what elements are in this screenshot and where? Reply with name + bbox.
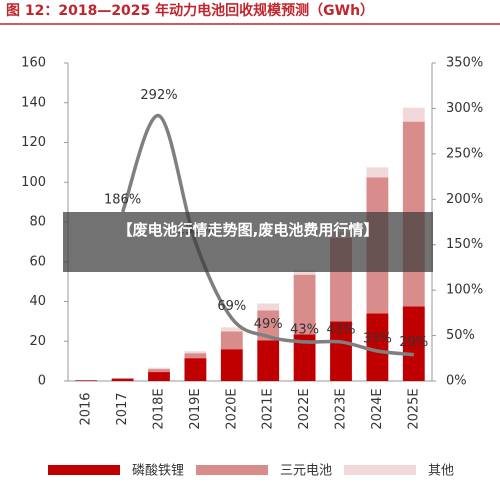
bar xyxy=(293,274,316,335)
data-label: 29% xyxy=(399,335,428,350)
legend-label: 其他 xyxy=(428,464,454,479)
x-tick-label: 2016 xyxy=(79,392,94,425)
y2-tick-label: 350% xyxy=(446,56,483,71)
legend-label: 三元电池 xyxy=(280,464,332,479)
bar xyxy=(184,351,207,354)
y-tick-label: 100 xyxy=(21,175,46,190)
data-label: 186% xyxy=(104,193,141,208)
x-tick-label: 2025E xyxy=(406,388,421,429)
x-tick-label: 2019E xyxy=(188,388,203,429)
bar xyxy=(220,331,243,350)
y2-tick-label: 150% xyxy=(446,237,483,252)
x-tick-label: 2024E xyxy=(370,388,385,429)
bar xyxy=(293,269,316,275)
data-label: 69% xyxy=(217,299,246,314)
data-label: 43% xyxy=(327,322,356,337)
bar xyxy=(330,321,352,381)
y2-tick-label: 0% xyxy=(446,374,467,389)
y-tick-label: 20 xyxy=(29,334,46,349)
legend-swatch xyxy=(344,465,416,475)
y-tick-label: 160 xyxy=(21,56,46,71)
y2-tick-label: 50% xyxy=(446,328,475,343)
x-tick-label: 2018E xyxy=(152,388,167,429)
x-tick-label: 2023E xyxy=(334,388,349,429)
bar xyxy=(402,107,425,122)
y2-tick-label: 250% xyxy=(446,146,483,161)
bar xyxy=(148,369,170,373)
bar xyxy=(293,334,316,381)
y-tick-label: 60 xyxy=(29,254,46,269)
bar xyxy=(257,340,280,381)
y-tick-label: 80 xyxy=(29,215,46,230)
bar xyxy=(111,378,134,380)
x-tick-label: 2022E xyxy=(297,388,312,429)
bar xyxy=(111,379,134,381)
x-tick-label: 2020E xyxy=(224,388,239,429)
data-label: 49% xyxy=(254,317,283,332)
bar xyxy=(220,327,243,332)
bar xyxy=(402,306,425,381)
data-label: 43% xyxy=(290,322,319,337)
chart-title: 图 12：2018—2025 年动力电池回收规模预测（GWh） xyxy=(6,2,374,19)
bar xyxy=(366,313,389,381)
legend-label: 磷酸铁锂 xyxy=(132,464,184,479)
line xyxy=(120,113,414,357)
overlay-caption: 【废电池行情走势图,废电池费用行情】 xyxy=(63,212,433,272)
bar xyxy=(257,303,280,311)
y-tick-label: 0 xyxy=(38,374,46,389)
bar xyxy=(75,380,98,381)
bar xyxy=(184,353,207,359)
legend-swatch xyxy=(196,465,268,475)
bar xyxy=(184,358,207,381)
y-tick-label: 120 xyxy=(21,135,46,150)
y-tick-label: 40 xyxy=(29,294,46,309)
bar xyxy=(148,372,170,381)
bar xyxy=(257,310,280,341)
y2-tick-label: 100% xyxy=(446,283,483,298)
bar xyxy=(366,167,389,178)
y-tick-label: 140 xyxy=(21,95,46,110)
y2-tick-label: 300% xyxy=(446,101,483,116)
bar xyxy=(220,349,243,381)
y2-tick-label: 200% xyxy=(446,192,483,207)
data-label: 292% xyxy=(140,88,177,103)
x-tick-label: 2021E xyxy=(261,388,276,429)
data-label: 33% xyxy=(363,332,392,347)
bar xyxy=(148,367,170,370)
legend-swatch xyxy=(48,465,120,475)
x-tick-label: 2017 xyxy=(115,392,130,425)
